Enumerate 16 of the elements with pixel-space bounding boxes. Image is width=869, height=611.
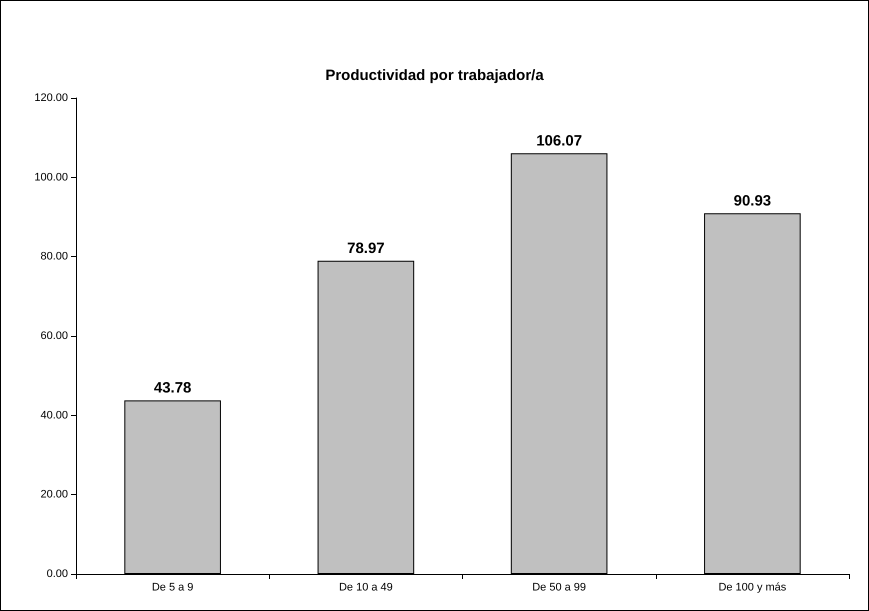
data-label: 43.78 — [154, 379, 192, 396]
x-tick-label: De 50 a 99 — [532, 582, 586, 594]
y-tick-label: 120.00 — [34, 92, 68, 104]
y-tick-label: 60.00 — [40, 330, 68, 342]
x-tick-label: De 10 a 49 — [338, 582, 393, 594]
y-tick-label: 20.00 — [40, 488, 68, 501]
data-label: 78.97 — [347, 240, 385, 257]
y-tick-label: 40.00 — [40, 409, 68, 422]
x-tick-label: De 5 a 9 — [152, 582, 194, 594]
y-tick-label: 80.00 — [40, 250, 68, 263]
chart-title: Productividad por trabajador/a — [325, 67, 544, 84]
x-tick-label: De 100 y más — [718, 582, 787, 594]
data-label: 90.93 — [734, 192, 772, 210]
data-label: 106.07 — [536, 132, 582, 150]
y-tick-label: 0.00 — [46, 568, 68, 580]
y-tick-label: 100.00 — [34, 171, 68, 184]
